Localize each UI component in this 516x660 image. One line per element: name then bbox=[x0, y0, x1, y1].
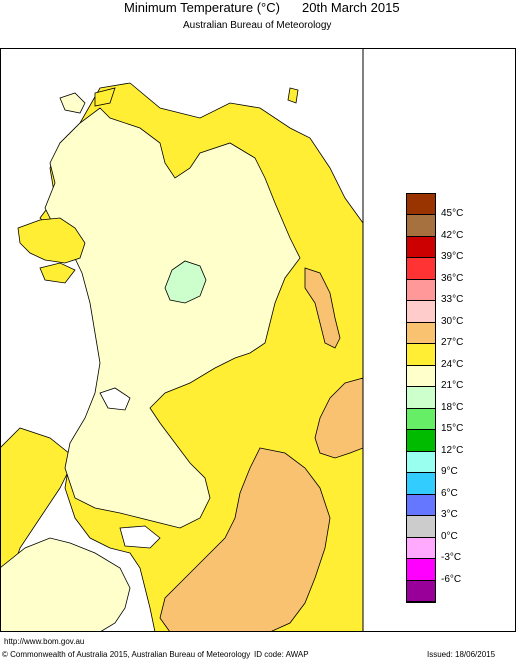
legend-label: 15°C bbox=[441, 423, 464, 435]
temperature-map bbox=[0, 48, 516, 632]
legend-label: 9°C bbox=[441, 466, 458, 478]
island-west-2 bbox=[39, 262, 76, 284]
legend-label: -6°C bbox=[441, 573, 462, 585]
legend-swatch bbox=[407, 494, 435, 517]
legend-label: 39°C bbox=[441, 251, 464, 263]
map-subtitle: Australian Bureau of Meteorology bbox=[183, 20, 332, 31]
land-27-30-east-2 bbox=[314, 377, 364, 459]
source-url[interactable]: http://www.bom.gov.au bbox=[4, 637, 85, 646]
island-west bbox=[17, 217, 86, 264]
legend-label: 42°C bbox=[441, 229, 464, 241]
legend-label: 27°C bbox=[441, 337, 464, 349]
title-row: Minimum Temperature (°C) 20th March 2015 bbox=[0, 0, 516, 15]
land-27-30-east bbox=[304, 267, 341, 349]
island-northeast bbox=[287, 87, 299, 104]
legend-swatch bbox=[407, 194, 435, 216]
copyright-text: © Commonwealth of Australia 2015, Austra… bbox=[2, 650, 251, 659]
legend-label: 18°C bbox=[441, 401, 464, 413]
legend-label: 36°C bbox=[441, 272, 464, 284]
legend-swatch bbox=[407, 580, 435, 602]
legend-swatch bbox=[407, 516, 435, 538]
legend-swatch bbox=[407, 430, 435, 452]
legend-label: 12°C bbox=[441, 444, 464, 456]
legend-swatch bbox=[407, 451, 435, 474]
map-date: 20th March 2015 bbox=[302, 0, 400, 15]
color-legend bbox=[406, 193, 436, 603]
lake-2 bbox=[119, 525, 161, 549]
land-27-30-south bbox=[159, 447, 331, 632]
legend-swatch bbox=[407, 301, 435, 323]
legend-swatch bbox=[407, 258, 435, 280]
legend-label: 33°C bbox=[441, 294, 464, 306]
legend-swatch bbox=[407, 559, 435, 581]
legend-swatch bbox=[407, 473, 435, 495]
legend-swatch bbox=[407, 537, 435, 560]
legend-label: -3°C bbox=[441, 552, 462, 564]
legend-swatch bbox=[407, 322, 435, 345]
legend-label: 6°C bbox=[441, 487, 458, 499]
lake-1 bbox=[99, 387, 131, 411]
legend-swatch bbox=[407, 408, 435, 431]
land-21-24-south bbox=[0, 537, 131, 632]
legend-swatch bbox=[407, 236, 435, 259]
legend-label: 30°C bbox=[441, 315, 464, 327]
legend-swatch bbox=[407, 344, 435, 366]
land-21-24 bbox=[44, 107, 301, 529]
legend-swatch bbox=[407, 215, 435, 237]
legend-swatch bbox=[407, 387, 435, 409]
legend-label: 24°C bbox=[441, 358, 464, 370]
legend-label: 3°C bbox=[441, 509, 458, 521]
map-title: Minimum Temperature (°C) bbox=[124, 0, 280, 15]
island-north-2 bbox=[94, 87, 116, 107]
legend-label: 0°C bbox=[441, 530, 458, 542]
legend-swatch bbox=[407, 365, 435, 388]
island-north bbox=[59, 92, 86, 114]
legend-label: 21°C bbox=[441, 380, 464, 392]
id-code: ID code: AWAP bbox=[254, 650, 309, 659]
land-18-21 bbox=[164, 260, 207, 304]
issued-date: Issued: 18/06/2015 bbox=[427, 650, 496, 659]
legend-swatch bbox=[407, 279, 435, 302]
legend-label: 45°C bbox=[441, 208, 464, 220]
